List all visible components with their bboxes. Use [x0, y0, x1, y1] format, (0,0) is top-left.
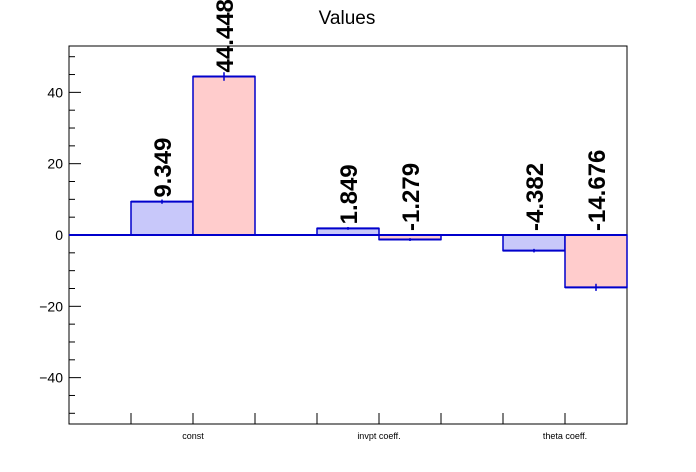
value-label: 1.849 [336, 164, 363, 224]
y-tick-label: 20 [47, 156, 63, 172]
x-tick-label: invpt coeff. [357, 431, 400, 441]
x-tick-label: const [182, 431, 204, 441]
value-label: -14.676 [584, 150, 611, 231]
bar-series0-0 [130, 200, 194, 236]
chart-title: Values [319, 8, 376, 29]
y-tick-label: −20 [39, 298, 63, 314]
value-label: 44.448 [212, 0, 239, 72]
y-tick-label: −40 [39, 370, 63, 386]
value-label: -4.382 [522, 163, 549, 231]
x-tick-label: theta coeff. [543, 431, 587, 441]
bar-series0-2 [502, 234, 566, 252]
y-tick-label: 0 [55, 227, 63, 243]
bar-series1-0 [192, 75, 256, 236]
y-tick-label: 40 [47, 84, 63, 100]
plot-area: −40 −20 0 20 40 const invpt coeff. theta coeff.… [39, 0, 628, 441]
value-label: -1.279 [398, 163, 425, 231]
value-label: 9.349 [150, 138, 177, 198]
bar-series1-2 [564, 234, 628, 289]
